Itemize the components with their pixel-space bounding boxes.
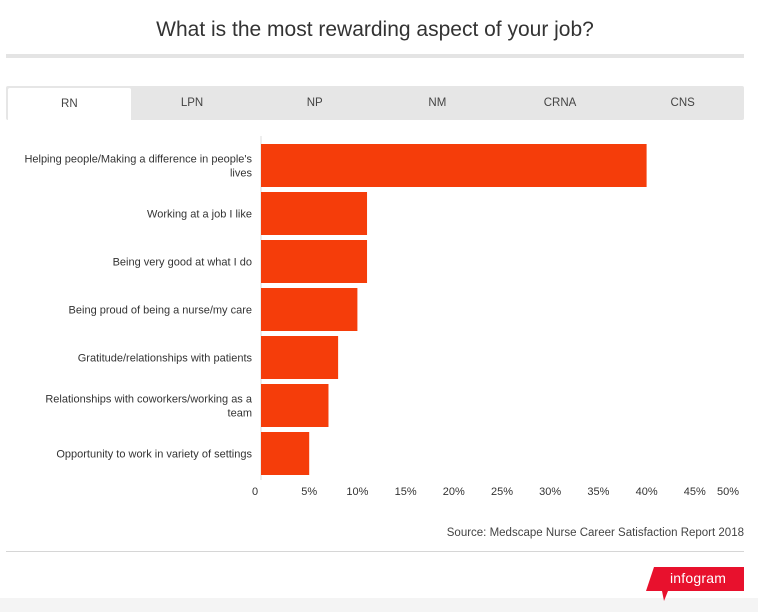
tab-cns[interactable]: CNS bbox=[670, 97, 695, 109]
category-label-1: Working at a job I like bbox=[147, 209, 252, 221]
x-tick-label-0: 0 bbox=[252, 486, 258, 498]
infogram-logo[interactable] bbox=[646, 565, 744, 601]
x-tick-label-2: 10% bbox=[346, 486, 368, 498]
category-label-6: Opportunity to work in variety of settin… bbox=[56, 449, 252, 461]
category-label-line: Being proud of being a nurse/my care bbox=[69, 305, 252, 317]
x-tick-label-3: 15% bbox=[395, 486, 417, 498]
category-label-4: Gratitude/relationships with patients bbox=[78, 353, 253, 365]
infogram-logo-text: infogram bbox=[670, 570, 727, 586]
bar-5[interactable] bbox=[261, 384, 329, 427]
category-label-line: team bbox=[228, 408, 252, 420]
x-tick-label-1: 5% bbox=[301, 486, 317, 498]
tab-np[interactable]: NP bbox=[306, 97, 323, 109]
footer-strip bbox=[0, 598, 758, 612]
x-tick-label-4: 20% bbox=[443, 486, 465, 498]
chart-title: What is the most rewarding aspect of you… bbox=[156, 18, 594, 41]
x-tick-label-7: 35% bbox=[587, 486, 609, 498]
footer-divider bbox=[6, 551, 744, 552]
source-note: Source: Medscape Nurse Career Satisfacti… bbox=[446, 527, 744, 539]
category-label-line: Gratitude/relationships with patients bbox=[78, 353, 253, 365]
tab-rn[interactable]: RN bbox=[8, 88, 131, 120]
bar-1[interactable] bbox=[261, 192, 368, 235]
x-tick-label-9: 45% bbox=[684, 486, 706, 498]
category-label-line: Working at a job I like bbox=[147, 209, 252, 221]
tab-nm[interactable]: NM bbox=[428, 97, 447, 109]
x-tick-label-5: 25% bbox=[491, 486, 513, 498]
category-label-line: Being very good at what I do bbox=[113, 257, 252, 269]
tab-lpn[interactable]: LPN bbox=[180, 97, 204, 109]
category-label-line: Helping people/Making a difference in pe… bbox=[24, 154, 252, 166]
bar-chart: Helping people/Making a difference in pe… bbox=[24, 136, 739, 498]
tab-bar: RN LPN NP NM CRNA CNS bbox=[6, 86, 744, 120]
logo-shape bbox=[646, 567, 744, 601]
category-label-line: Relationships with coworkers/working as … bbox=[45, 394, 253, 406]
category-label-line: lives bbox=[230, 168, 253, 180]
category-label-2: Being very good at what I do bbox=[113, 257, 252, 269]
bar-3[interactable] bbox=[261, 288, 358, 331]
category-label-line: Opportunity to work in variety of settin… bbox=[56, 449, 252, 461]
bar-0[interactable] bbox=[261, 144, 647, 187]
x-tick-label-8: 40% bbox=[636, 486, 658, 498]
title-divider bbox=[6, 54, 744, 58]
bar-6[interactable] bbox=[261, 432, 310, 475]
x-tick-label-6: 30% bbox=[539, 486, 561, 498]
category-label-0: Helping people/Making a difference in pe… bbox=[24, 154, 252, 180]
x-tick-label-10: 50% bbox=[717, 486, 739, 498]
category-label-3: Being proud of being a nurse/my care bbox=[69, 305, 252, 317]
bar-2[interactable] bbox=[261, 240, 368, 283]
bar-4[interactable] bbox=[261, 336, 339, 379]
category-label-5: Relationships with coworkers/working as … bbox=[45, 394, 253, 420]
tab-crna[interactable]: CRNA bbox=[543, 97, 577, 109]
